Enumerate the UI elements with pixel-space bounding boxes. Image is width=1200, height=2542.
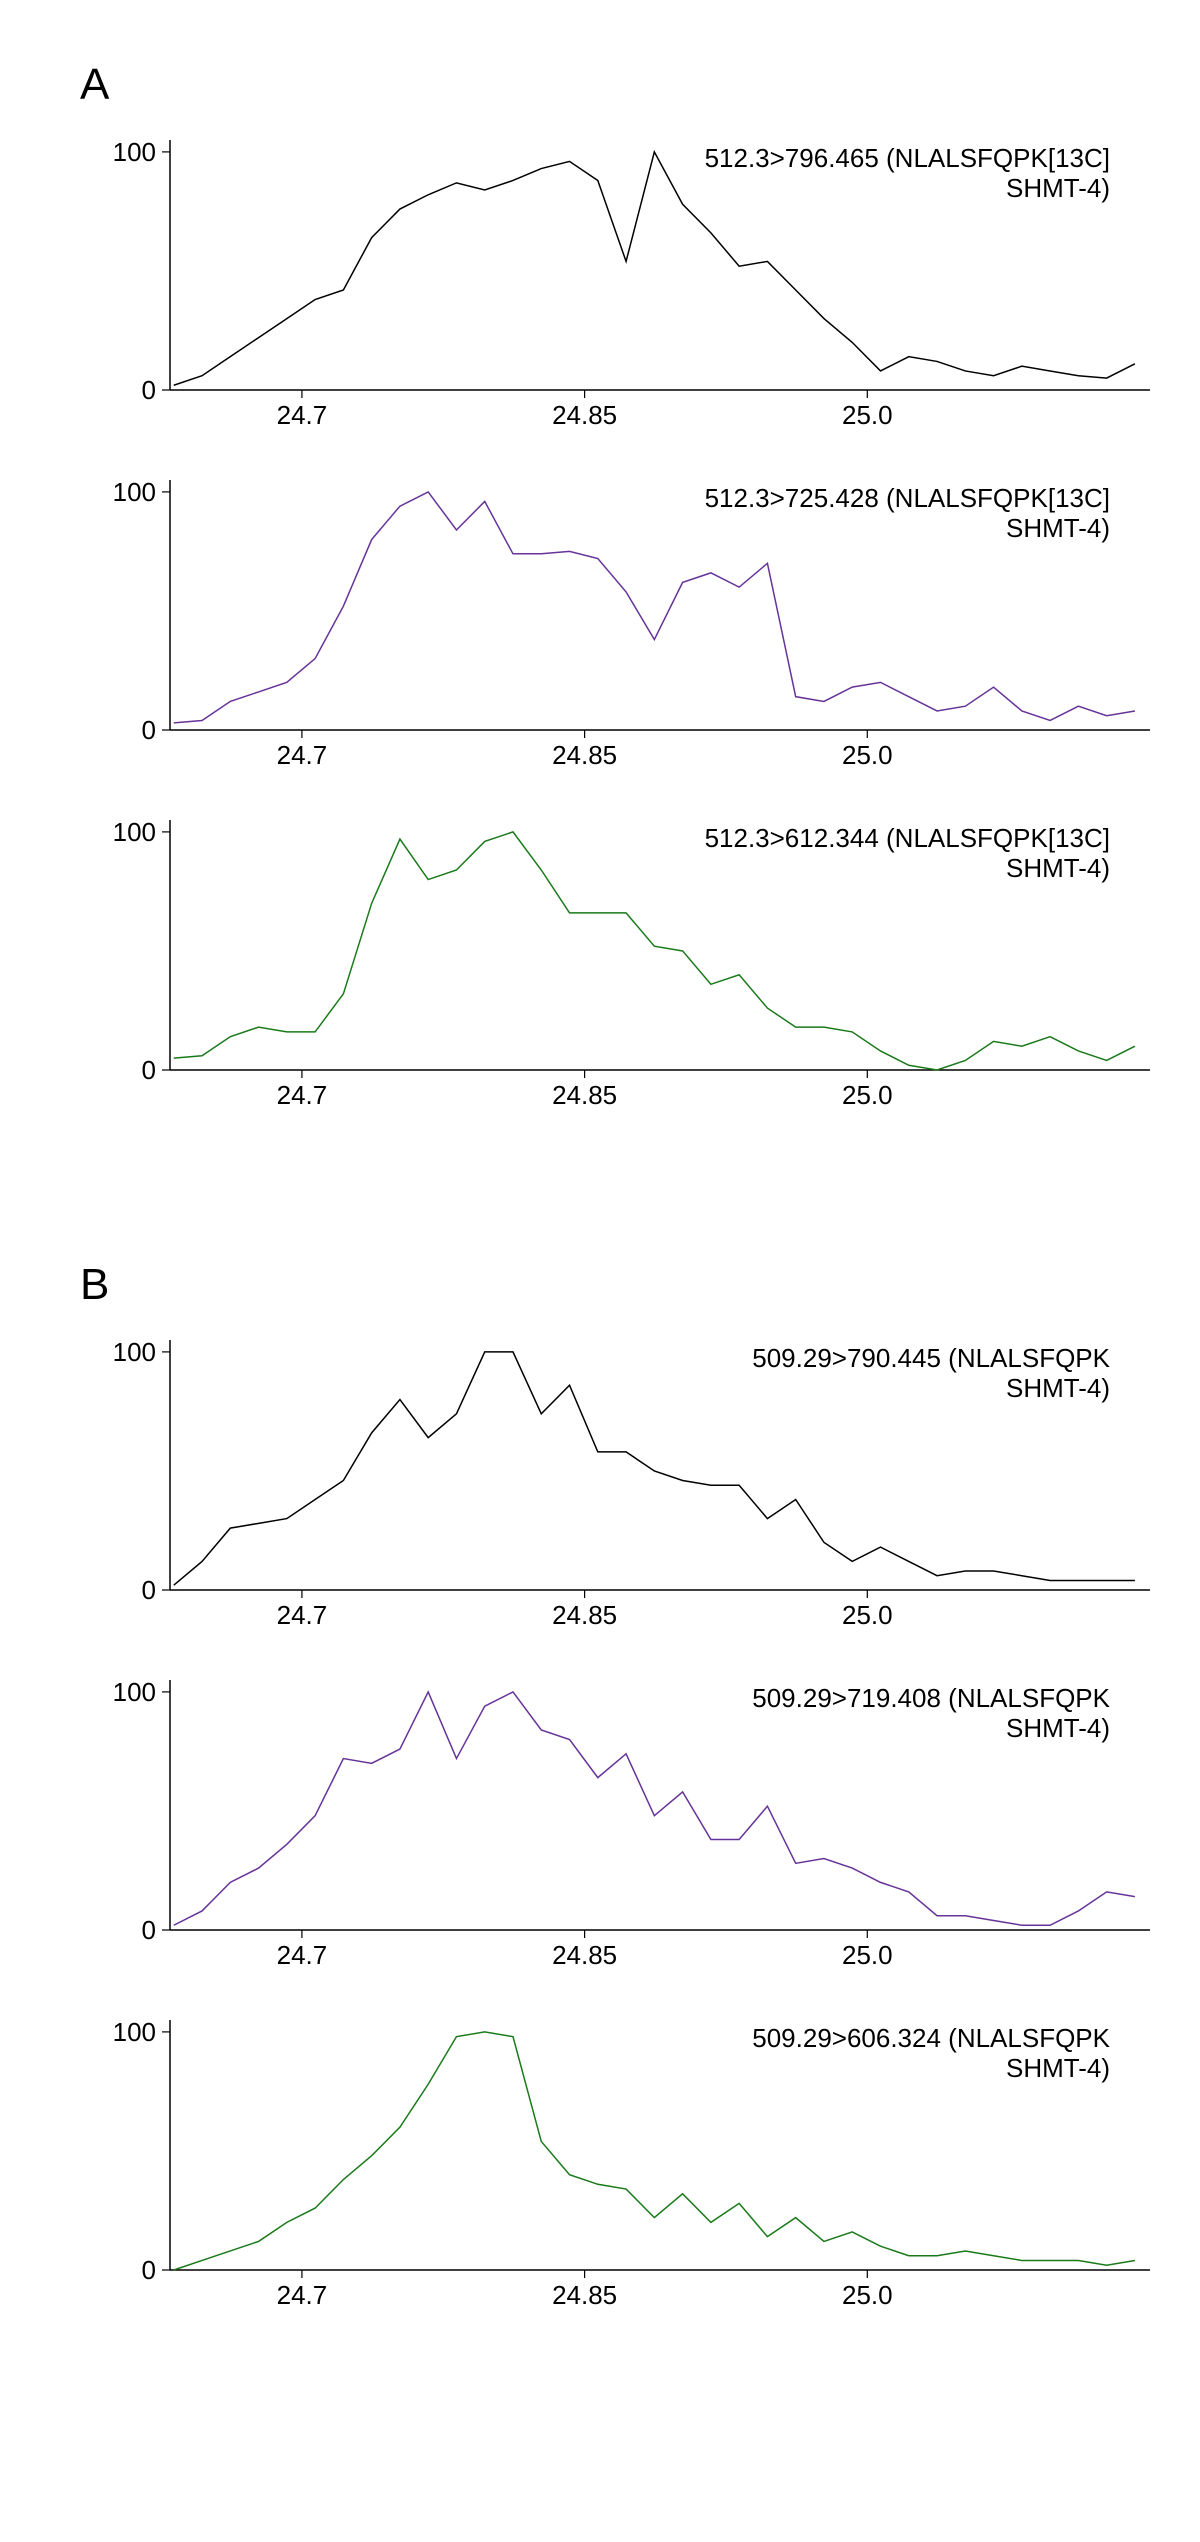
- panel-label: 509.29>790.445 (NLALSFQPK SHMT-4): [752, 1344, 1110, 1404]
- chart-panel: 0 100 24.7 24.85 25.0 509.29>790.445 (NLALSFQ…: [90, 1340, 1140, 1640]
- y-tick-label: 0: [142, 1575, 156, 1605]
- x-tick-label: 24.7: [277, 2280, 328, 2310]
- x-tick-label: 24.7: [277, 1600, 328, 1630]
- y-tick-label: 100: [113, 820, 156, 847]
- x-tick-label: 25.0: [842, 1940, 893, 1970]
- y-tick-label: 0: [142, 1915, 156, 1945]
- panel-group-A: 0 100 24.7 24.85 25.0 512.3>796.465 (NLALSFQP…: [90, 140, 1140, 1120]
- x-tick-label: 25.0: [842, 1600, 893, 1630]
- section-label-B: B: [80, 1260, 1140, 1310]
- x-tick-label: 24.7: [277, 1940, 328, 1970]
- x-tick-label: 24.7: [277, 1080, 328, 1110]
- chart-panel: 0 100 24.7 24.85 25.0 509.29>606.324 (NLALSFQ…: [90, 2020, 1140, 2320]
- y-tick-label: 100: [113, 480, 156, 507]
- y-tick-label: 100: [113, 2020, 156, 2047]
- chart-panel: 0 100 24.7 24.85 25.0 509.29>719.408 (NLALSFQ…: [90, 1680, 1140, 1980]
- section-label-A: A: [80, 60, 1140, 110]
- x-tick-label: 24.85: [552, 1600, 617, 1630]
- chart-panel: 0 100 24.7 24.85 25.0 512.3>796.465 (NLALSFQP…: [90, 140, 1140, 440]
- x-tick-label: 25.0: [842, 740, 893, 770]
- chart-panel: 0 100 24.7 24.85 25.0 512.3>612.344 (NLALSFQP…: [90, 820, 1140, 1120]
- x-tick-label: 24.7: [277, 400, 328, 430]
- y-tick-label: 100: [113, 1680, 156, 1707]
- x-tick-label: 24.85: [552, 400, 617, 430]
- panel-label: 509.29>606.324 (NLALSFQPK SHMT-4): [752, 2024, 1110, 2084]
- page: A 0 100 24.7 24.85 25.0 512.3>796.465 (NLALSFQ…: [0, 0, 1200, 2520]
- x-tick-label: 24.7: [277, 740, 328, 770]
- panel-label: 512.3>796.465 (NLALSFQPK[13C] SHMT-4): [705, 144, 1110, 204]
- panel-label: 509.29>719.408 (NLALSFQPK SHMT-4): [752, 1684, 1110, 1744]
- x-tick-label: 25.0: [842, 1080, 893, 1110]
- y-tick-label: 0: [142, 715, 156, 745]
- y-tick-label: 0: [142, 2255, 156, 2285]
- x-tick-label: 24.85: [552, 2280, 617, 2310]
- x-tick-label: 25.0: [842, 2280, 893, 2310]
- x-tick-label: 24.85: [552, 740, 617, 770]
- y-tick-label: 0: [142, 375, 156, 405]
- chart-panel: 0 100 24.7 24.85 25.0 512.3>725.428 (NLALSFQP…: [90, 480, 1140, 780]
- y-tick-label: 100: [113, 1340, 156, 1367]
- x-tick-label: 24.85: [552, 1080, 617, 1110]
- panel-group-B: 0 100 24.7 24.85 25.0 509.29>790.445 (NLALSFQ…: [90, 1340, 1140, 2320]
- x-tick-label: 24.85: [552, 1940, 617, 1970]
- y-tick-label: 100: [113, 140, 156, 167]
- x-tick-label: 25.0: [842, 400, 893, 430]
- panel-label: 512.3>612.344 (NLALSFQPK[13C] SHMT-4): [705, 824, 1110, 884]
- panel-label: 512.3>725.428 (NLALSFQPK[13C] SHMT-4): [705, 484, 1110, 544]
- y-tick-label: 0: [142, 1055, 156, 1085]
